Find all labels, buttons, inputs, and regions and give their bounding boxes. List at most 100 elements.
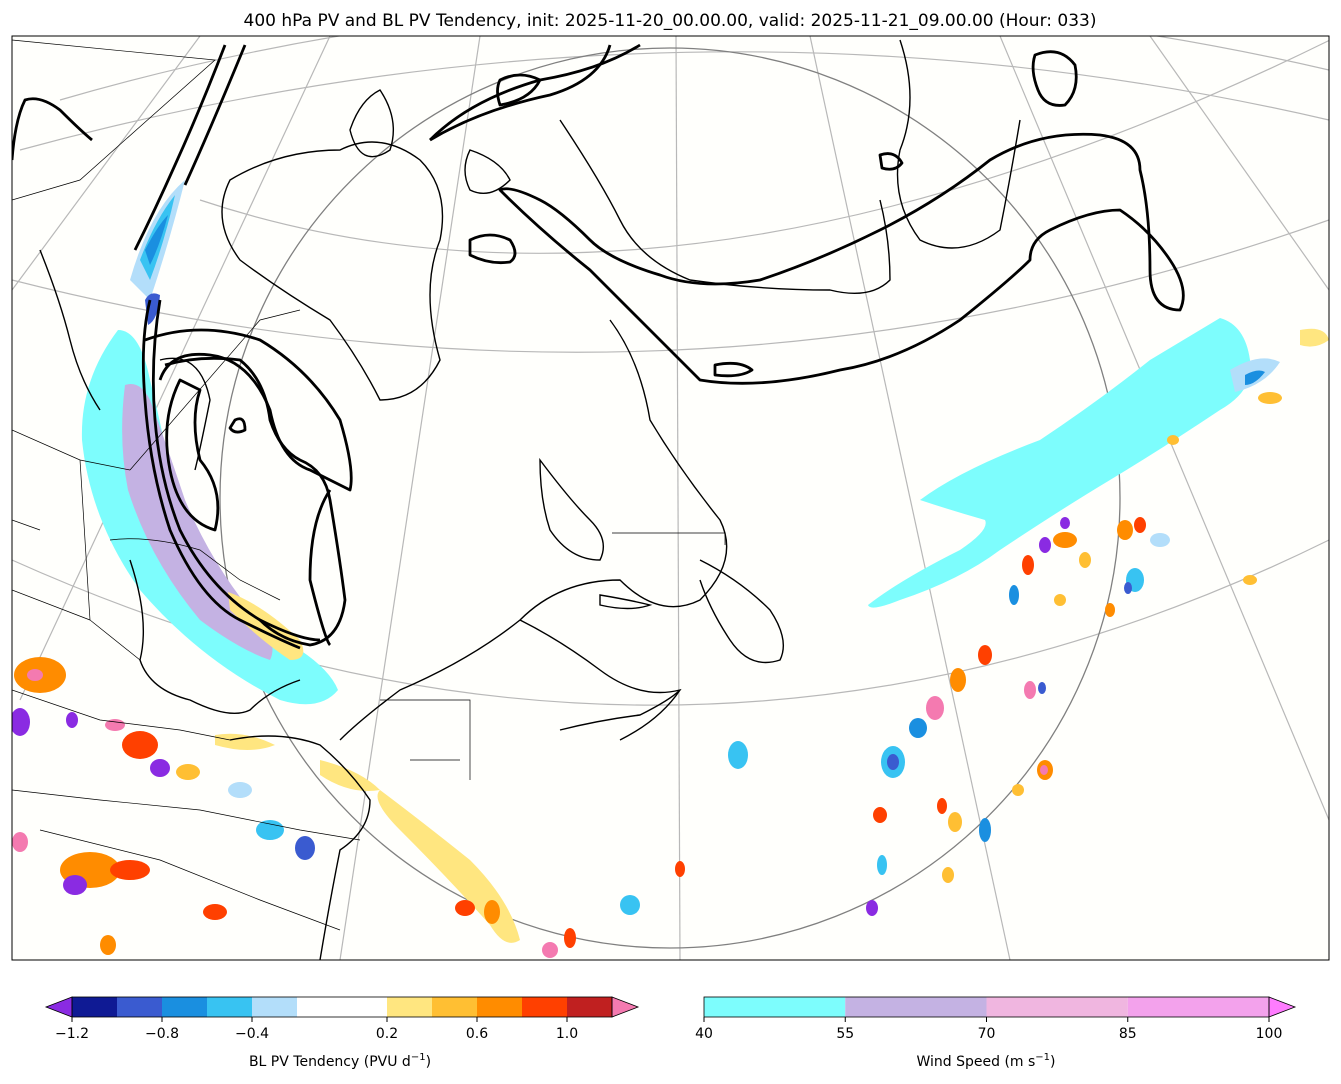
chart-title: 400 hPa PV and BL PV Tendency, init: 202… (244, 11, 1097, 31)
border (39, 829, 341, 931)
pv-cell (66, 712, 78, 728)
longitude-line (1149, 36, 1329, 291)
coastline (539, 457, 604, 561)
coastline (229, 735, 371, 960)
pv-cell (1039, 537, 1051, 553)
wind-speed-colorbar-tick-label: 100 (1256, 1026, 1283, 1042)
pv-cell (1053, 532, 1077, 548)
map-panel (11, 35, 1330, 961)
pv-tendency-colorbar-cell (252, 997, 297, 1017)
longitude-line (809, 36, 1011, 960)
pv-positive-region (320, 760, 380, 791)
wind-speed-colorbar-tick-label: 55 (836, 1026, 854, 1042)
wind-speed-colorbar-cell (1127, 997, 1269, 1017)
pv-cell (455, 900, 475, 916)
pv-tendency-colorbar-ticks: −1.2 −0.8 −0.4 0.2 0.6 1.0 (55, 1017, 578, 1042)
pv-tendency-colorbar-tick-label: −1.2 (55, 1026, 89, 1042)
pv-contour (498, 132, 1185, 385)
pv-tendency-colorbar-cell (297, 997, 387, 1017)
pv-cell (228, 782, 252, 798)
coastline (339, 319, 728, 741)
pv-cell (1038, 682, 1046, 694)
pv-tendency-colorbar-tick-label: 0.2 (376, 1026, 398, 1042)
wind-speed-colorbar-cells (703, 996, 1297, 1018)
pv-tendency-colorbar-cell (522, 997, 567, 1017)
pv-tendency-colorbar-cell (117, 997, 162, 1017)
pv-cell (877, 855, 887, 875)
domain-circle (219, 47, 1121, 949)
longitude-line (339, 36, 481, 960)
pv-cell (728, 741, 748, 769)
pv-cell (1012, 784, 1024, 796)
pv-tendency-fill (12, 180, 1329, 958)
latitude-line (19, 51, 1329, 151)
pv-cell (926, 696, 944, 720)
pv-positive-region (1300, 328, 1329, 347)
wind-speed-colorbar-cell (704, 997, 846, 1017)
border (380, 699, 471, 780)
longitude-line (19, 36, 331, 701)
pv-cell (1024, 681, 1036, 699)
pv-cell (27, 669, 43, 681)
coastline (519, 619, 682, 741)
map-background (12, 36, 1329, 960)
pv-contour (1031, 50, 1078, 107)
pv-cell (1060, 517, 1070, 529)
pv-positive-region (215, 733, 275, 750)
pv-cell (1117, 520, 1133, 540)
pv-tendency-colorbar-over-arrow (611, 996, 640, 1018)
pv-cell (1167, 435, 1179, 445)
pv-tendency-colorbar-tick-label: 1.0 (556, 1026, 578, 1042)
coastlines (39, 39, 1021, 960)
pv-tendency-colorbar-cell (72, 997, 117, 1017)
pv-negative-region (1245, 370, 1265, 385)
coastline (559, 119, 891, 295)
border (12, 39, 216, 201)
pv-cell (979, 818, 991, 842)
map-layers (12, 36, 1329, 960)
wind-speed-colorbar-ticks: 40 55 70 85 100 (695, 1017, 1282, 1042)
pv-400-contours (12, 43, 1185, 650)
pv-cell (950, 668, 966, 692)
pv-cell (620, 895, 640, 915)
pv-cell (12, 708, 30, 736)
coastline (464, 149, 511, 194)
pv-positive-region (377, 790, 520, 943)
pv-contour (165, 378, 220, 532)
pv-cell (100, 935, 116, 955)
pv-tendency-colorbar-cell (567, 997, 612, 1017)
pv-contour (713, 361, 754, 378)
pv-cell (105, 719, 125, 731)
border (129, 309, 301, 471)
pv-tendency-colorbar-tick-label: −0.8 (145, 1026, 179, 1042)
pv-cell (675, 861, 685, 877)
pv-cell (978, 645, 992, 665)
map-frame (11, 35, 1330, 961)
pv-cell (1124, 582, 1132, 594)
pv-tendency-colorbar-cell (387, 997, 432, 1017)
pv-contour (468, 233, 517, 265)
wind-speed-colorbar-tick-label: 70 (978, 1026, 996, 1042)
border (12, 519, 41, 531)
pv-cell (63, 875, 87, 895)
wind-speed-colorbar-over-arrow (1268, 996, 1297, 1018)
pv-cell (203, 904, 227, 920)
pv-contour (151, 299, 321, 642)
wind-speed-colorbar: 40 55 70 85 100 Wind Speed (m s−1) (695, 996, 1297, 1070)
border (612, 532, 726, 545)
pv-tendency-colorbar-cell (432, 997, 477, 1017)
pv-contour (141, 299, 301, 650)
pv-cell (942, 867, 954, 883)
pv-tendency-colorbar-tick-label: −0.4 (235, 1026, 269, 1042)
pv-tendency-colorbar-frame (71, 996, 613, 1018)
pv-cell (484, 900, 500, 924)
pv-contour (164, 356, 347, 647)
pv-cell (887, 754, 899, 770)
pv-cell (866, 900, 878, 916)
pv-tendency-colorbar-cell (477, 997, 522, 1017)
coastline (39, 249, 101, 411)
pv-cell (564, 928, 576, 948)
pv-tendency-colorbar-cell (162, 997, 207, 1017)
pv-contour (183, 44, 247, 186)
pv-tendency-colorbar-cells (44, 996, 640, 1018)
